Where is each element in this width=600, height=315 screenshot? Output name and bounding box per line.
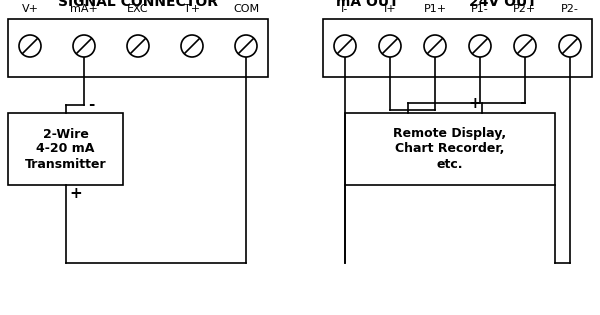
Text: EXC: EXC xyxy=(127,4,149,14)
Text: V+: V+ xyxy=(22,4,38,14)
Bar xyxy=(8,19,268,77)
Text: 3: 3 xyxy=(476,38,484,48)
Text: 6: 6 xyxy=(341,38,349,48)
Text: mA OUT: mA OUT xyxy=(336,0,399,9)
Text: mA+: mA+ xyxy=(70,4,98,14)
Bar xyxy=(345,113,555,185)
Text: P2-: P2- xyxy=(561,4,579,14)
Bar xyxy=(8,113,123,185)
Text: 2: 2 xyxy=(521,38,529,48)
Text: 5: 5 xyxy=(386,38,394,48)
Circle shape xyxy=(379,35,401,57)
Text: P1-: P1- xyxy=(471,4,489,14)
Text: 3: 3 xyxy=(134,38,142,48)
Text: P1+: P1+ xyxy=(424,4,446,14)
Circle shape xyxy=(235,35,257,57)
Circle shape xyxy=(469,35,491,57)
Text: I+: I+ xyxy=(383,4,397,14)
Text: 1: 1 xyxy=(566,38,574,48)
Circle shape xyxy=(559,35,581,57)
Text: 4: 4 xyxy=(188,38,196,48)
Text: SIGNAL CONNECTOR: SIGNAL CONNECTOR xyxy=(58,0,218,9)
Text: Remote Display,
Chart Recorder,
etc.: Remote Display, Chart Recorder, etc. xyxy=(394,128,506,170)
Text: P2+: P2+ xyxy=(514,4,536,14)
Circle shape xyxy=(181,35,203,57)
Text: 2-Wire
4-20 mA
Transmitter: 2-Wire 4-20 mA Transmitter xyxy=(25,128,106,170)
Text: +: + xyxy=(70,186,82,201)
Circle shape xyxy=(424,35,446,57)
Text: T+: T+ xyxy=(184,4,200,14)
Circle shape xyxy=(19,35,41,57)
Circle shape xyxy=(127,35,149,57)
Text: -: - xyxy=(519,95,526,111)
Text: COM: COM xyxy=(233,4,259,14)
Text: 2: 2 xyxy=(80,38,88,48)
Text: +: + xyxy=(468,95,481,111)
Bar xyxy=(323,19,592,77)
Circle shape xyxy=(334,35,356,57)
Circle shape xyxy=(73,35,95,57)
Text: 5: 5 xyxy=(242,38,250,48)
Circle shape xyxy=(514,35,536,57)
Text: I-: I- xyxy=(341,4,349,14)
Text: 4: 4 xyxy=(431,38,439,48)
Text: 24V OUT: 24V OUT xyxy=(469,0,536,9)
Text: 1: 1 xyxy=(26,38,34,48)
Text: -: - xyxy=(88,98,94,112)
